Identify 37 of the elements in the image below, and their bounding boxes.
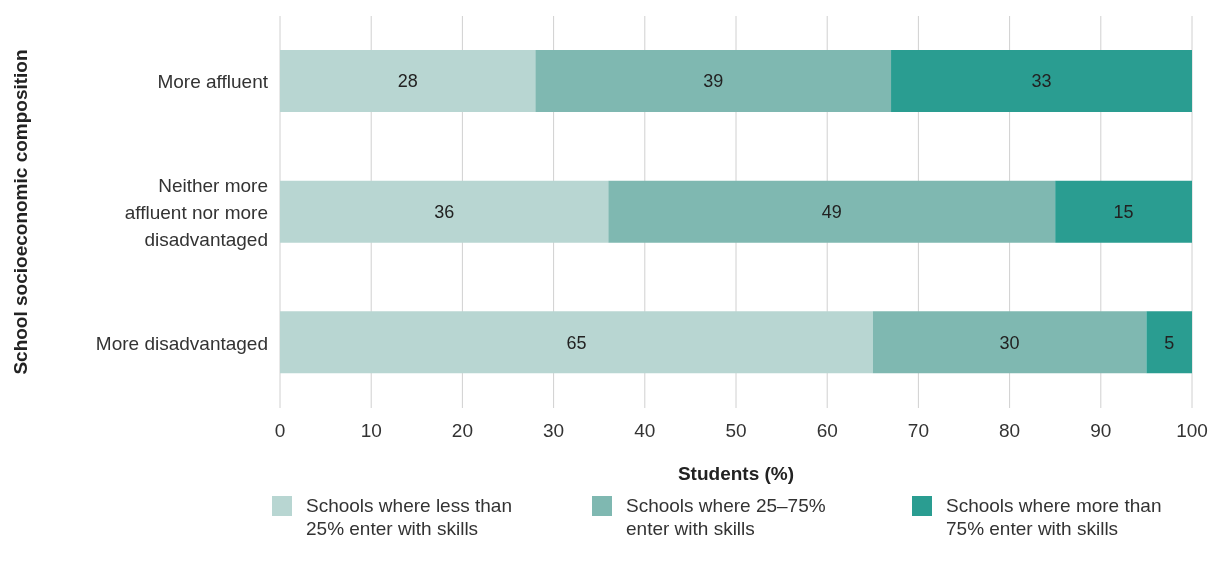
legend-label: Schools where less than 25% enter with skills (306, 494, 513, 540)
x-tick-label: 60 (816, 420, 838, 442)
x-tick-label: 100 (1176, 420, 1208, 442)
bar (1146, 311, 1192, 374)
data-label: 5 (1164, 332, 1175, 353)
x-tick-label: 70 (907, 420, 929, 442)
bar (608, 180, 1056, 243)
x-tick-label: 10 (360, 420, 382, 442)
bar (280, 180, 609, 243)
y-axis-title: School socioeconomic composition (9, 49, 31, 375)
x-tick-label: 20 (451, 420, 473, 442)
x-axis-title: Students (%) (677, 463, 795, 484)
legend-label: Schools where more than 75% enter with skills (946, 494, 1163, 540)
bar (535, 50, 892, 112)
y-tick-label: Neither more affluent nor more disadvantaged (124, 174, 268, 250)
data-label: 39 (703, 71, 724, 92)
x-tick-label: 40 (634, 420, 656, 442)
data-label: 33 (1031, 71, 1052, 92)
data-label: 15 (1113, 202, 1134, 223)
bar (1055, 180, 1192, 243)
bar (280, 50, 536, 112)
legend-label: Schools where 25–75% enter with skills (626, 494, 827, 540)
bar (872, 311, 1147, 374)
bar (280, 311, 873, 374)
data-label: 28 (397, 71, 418, 92)
x-tick-label: 90 (1090, 420, 1112, 442)
y-tick-label: More disadvantaged (95, 332, 268, 354)
data-label: 36 (434, 202, 455, 223)
data-label: 30 (999, 332, 1020, 353)
x-tick-label: 50 (725, 420, 747, 442)
data-label: 65 (566, 332, 587, 353)
data-label: 49 (821, 202, 842, 223)
x-tick-label: 0 (274, 420, 286, 442)
x-tick-label: 80 (999, 420, 1021, 442)
y-tick-label: More affluent (157, 70, 269, 92)
bar (891, 50, 1192, 112)
x-tick-label: 30 (543, 420, 565, 442)
